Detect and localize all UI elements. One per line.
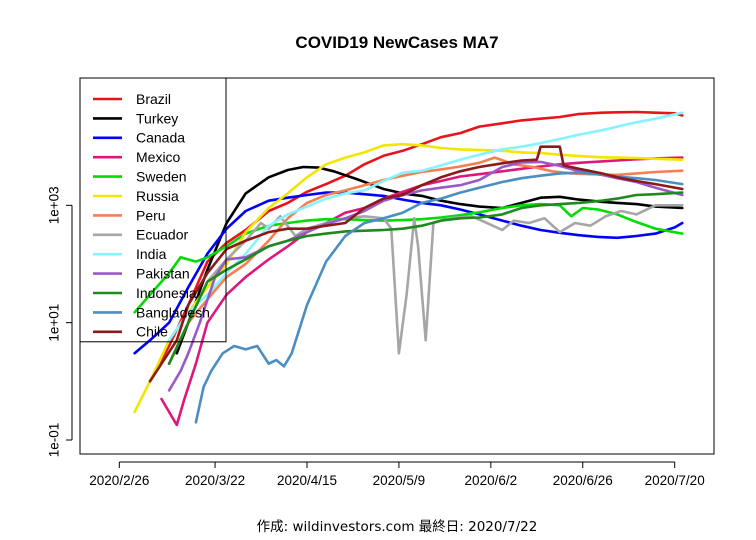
series-line-indonesia [167,191,684,365]
series-line-india [167,111,684,342]
series-line-chile [148,145,684,383]
legend-label: Indonesia [136,285,197,301]
series-layer [133,110,684,427]
series-line-canada [133,191,684,355]
y-tick-label: 1e+01 [47,304,62,342]
x-tick-label: 2020/6/2 [465,473,518,488]
x-tick-label: 2020/2/26 [89,473,149,488]
y-tick-label: 1e+03 [47,186,62,224]
series-line-sweden [133,202,684,314]
legend-box [79,77,227,343]
legend-label: Chile [136,324,168,340]
series-line-bangladesh [194,171,684,424]
legend-label: India [136,246,167,262]
y-tick-label: 1e-01 [47,423,62,458]
x-tick-label: 2020/5/9 [373,473,426,488]
chart-title: COVID19 NewCases MA7 [295,33,498,52]
legend-label: Bangladesh [136,304,210,320]
series-line-mexico [160,156,684,427]
series-line-ecuador [206,204,684,355]
legend-label: Ecuador [136,227,188,243]
legend-label: Turkey [136,110,178,126]
legend-label: Russia [136,188,179,204]
legend-label: Mexico [136,149,181,165]
legend-label: Peru [136,207,166,223]
series-line-russia [133,142,684,414]
y-axis: 1e-01 1e+01 1e+03 [47,186,73,458]
legend-label: Canada [136,130,185,146]
x-axis: 2020/2/26 2020/3/22 2020/4/15 2020/5/9 2020/… [89,461,705,488]
footer-note: 作成: wildinvestors.com 最終日: 2020/7/22 [257,519,538,535]
x-tick-label: 2020/6/26 [553,473,613,488]
legend: Brazil Turkey Canada Mexico Sweden Russia Peru… [79,77,227,343]
x-tick-label: 2020/3/22 [185,473,245,488]
x-tick-label: 2020/4/15 [277,473,337,488]
x-tick-label: 2020/7/20 [645,473,705,488]
legend-label: Brazil [136,91,171,107]
legend-label: Pakistan [136,266,190,282]
legend-label: Sweden [136,169,187,185]
